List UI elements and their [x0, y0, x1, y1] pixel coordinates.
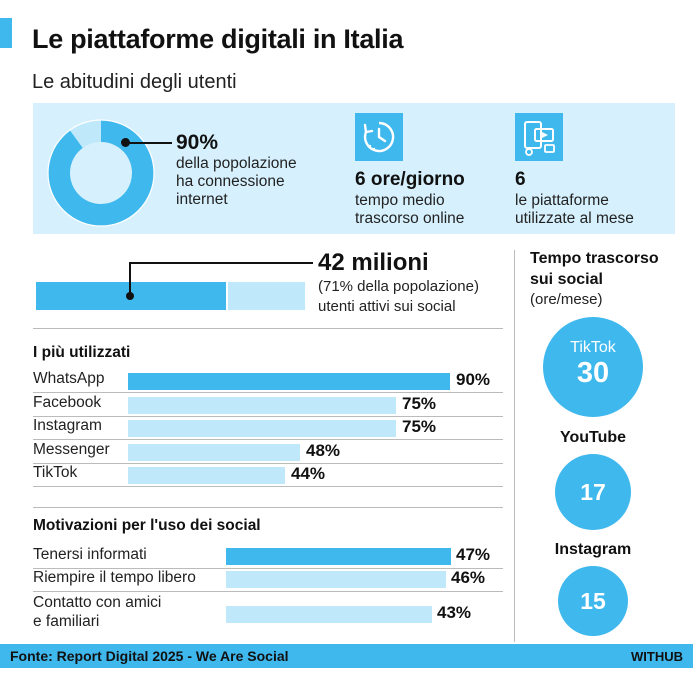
bar-label-line: Tenersi informati	[33, 546, 147, 563]
connection-leader-line	[125, 142, 172, 144]
column-divider	[514, 250, 515, 642]
social-users-leader-line	[129, 262, 131, 296]
row-divider	[33, 486, 503, 487]
bar-value: 44%	[291, 464, 326, 483]
bar-label: Facebook	[33, 393, 102, 411]
social-time-bubble: TikTok 30	[543, 317, 643, 417]
bar-label: Tenersi informati	[33, 545, 147, 564]
bar-label: Contatto con amici e familiari	[33, 593, 161, 631]
social-users-value: 42 milioni	[318, 249, 429, 276]
social-time-title-line: Tempo trascorso	[530, 250, 659, 267]
bar	[128, 443, 300, 461]
clock-icon	[355, 113, 403, 161]
time-online-caption-line: trascorso online	[355, 210, 465, 227]
row-divider	[33, 591, 503, 592]
platforms-caption-line: utilizzate al mese	[515, 210, 634, 227]
time-online-caption: tempo medio trascorso online	[355, 192, 464, 228]
donut-slice	[69, 120, 102, 149]
bar-label: Instagram	[33, 417, 102, 434]
social-users-caption: (71% della popolazione) utenti attivi su…	[318, 277, 479, 317]
page-subtitle: Le abitudini degli utenti	[32, 71, 237, 93]
bar-value: 75%	[402, 393, 437, 413]
connection-donut-chart	[47, 119, 155, 227]
bubble-value: 17	[580, 479, 606, 505]
connection-caption: della popolazione ha connessione interne…	[176, 155, 297, 209]
bar-value: 46%	[451, 568, 486, 587]
social-users-caption-line: utenti attivi sui social	[318, 298, 456, 315]
footer-source: Fonte: Report Digital 2025 - We Are Soci…	[10, 648, 289, 664]
connection-caption-line: della popolazione	[176, 155, 297, 172]
social-users-caption-line: (71% della popolazione)	[318, 278, 479, 295]
platforms-caption-line: le piattaforme	[515, 192, 609, 209]
row-divider	[33, 439, 503, 440]
social-time-title: Tempo trascorso sui social	[530, 248, 659, 290]
bar	[128, 420, 396, 437]
bar	[128, 373, 450, 390]
social-time-title-line: sui social	[530, 271, 603, 288]
bar	[226, 571, 446, 588]
bar	[128, 396, 396, 414]
bar-value: 75%	[402, 417, 437, 436]
bar-value: 47%	[456, 545, 491, 564]
social-users-bar-rest	[228, 282, 305, 310]
row-divider	[33, 462, 503, 464]
platforms-value: 6	[515, 169, 526, 190]
donut-slice	[48, 120, 154, 226]
footer-brand-logo: WITHUB	[631, 649, 683, 664]
bar-label: Riempire il tempo libero	[33, 568, 196, 587]
social-time-unit: (ore/mese)	[530, 291, 603, 308]
row-divider	[33, 415, 503, 417]
bubble-value: 15	[580, 588, 606, 614]
bar-label: WhatsApp	[33, 370, 105, 387]
donut-outline	[47, 119, 155, 227]
bar-label: TikTok	[33, 464, 78, 481]
page-title: Le piattaforme digitali in Italia	[32, 24, 404, 54]
bar-label-line: Riempire il tempo libero	[33, 569, 196, 586]
time-online-caption-line: tempo medio	[355, 192, 445, 209]
most-used-title: I più utilizzati	[33, 344, 131, 361]
connection-caption-line: ha connessione	[176, 173, 285, 190]
social-time-bubble: 15	[558, 566, 628, 636]
time-online-value: 6 ore/giorno	[355, 169, 465, 190]
bar	[226, 548, 451, 565]
footer-bar: Fonte: Report Digital 2025 - We Are Soci…	[0, 644, 693, 668]
bar-label: Messenger	[33, 440, 110, 458]
social-users-leader-line	[129, 262, 313, 264]
social-users-leader-dot	[126, 292, 134, 300]
title-accent-bar	[0, 18, 12, 48]
bar-value: 48%	[306, 440, 341, 460]
bubble-category: YouTube	[559, 429, 627, 446]
connection-caption-line: internet	[176, 191, 228, 208]
social-time-bubble: 17	[555, 454, 631, 530]
bar-label-line: e familiari	[33, 613, 100, 630]
bar-label-line: Contatto con amici	[33, 594, 162, 611]
platforms-caption: le piattaforme utilizzate al mese	[515, 192, 634, 228]
bubble-value: 30	[576, 357, 610, 389]
bar	[226, 606, 432, 623]
bubble-category: TikTok	[570, 339, 616, 356]
bar-value: 90%	[456, 370, 491, 389]
row-divider	[33, 392, 503, 393]
section-divider	[33, 507, 503, 508]
motivations-title: Motivazioni per l'uso dei social	[33, 517, 261, 534]
section-divider	[33, 328, 503, 329]
connection-value: 90%	[176, 131, 219, 154]
bar	[128, 467, 285, 484]
devices-icon	[515, 113, 563, 161]
bar-value: 43%	[437, 603, 472, 622]
row-divider	[33, 568, 503, 569]
bubble-category: Instagram	[554, 541, 632, 558]
